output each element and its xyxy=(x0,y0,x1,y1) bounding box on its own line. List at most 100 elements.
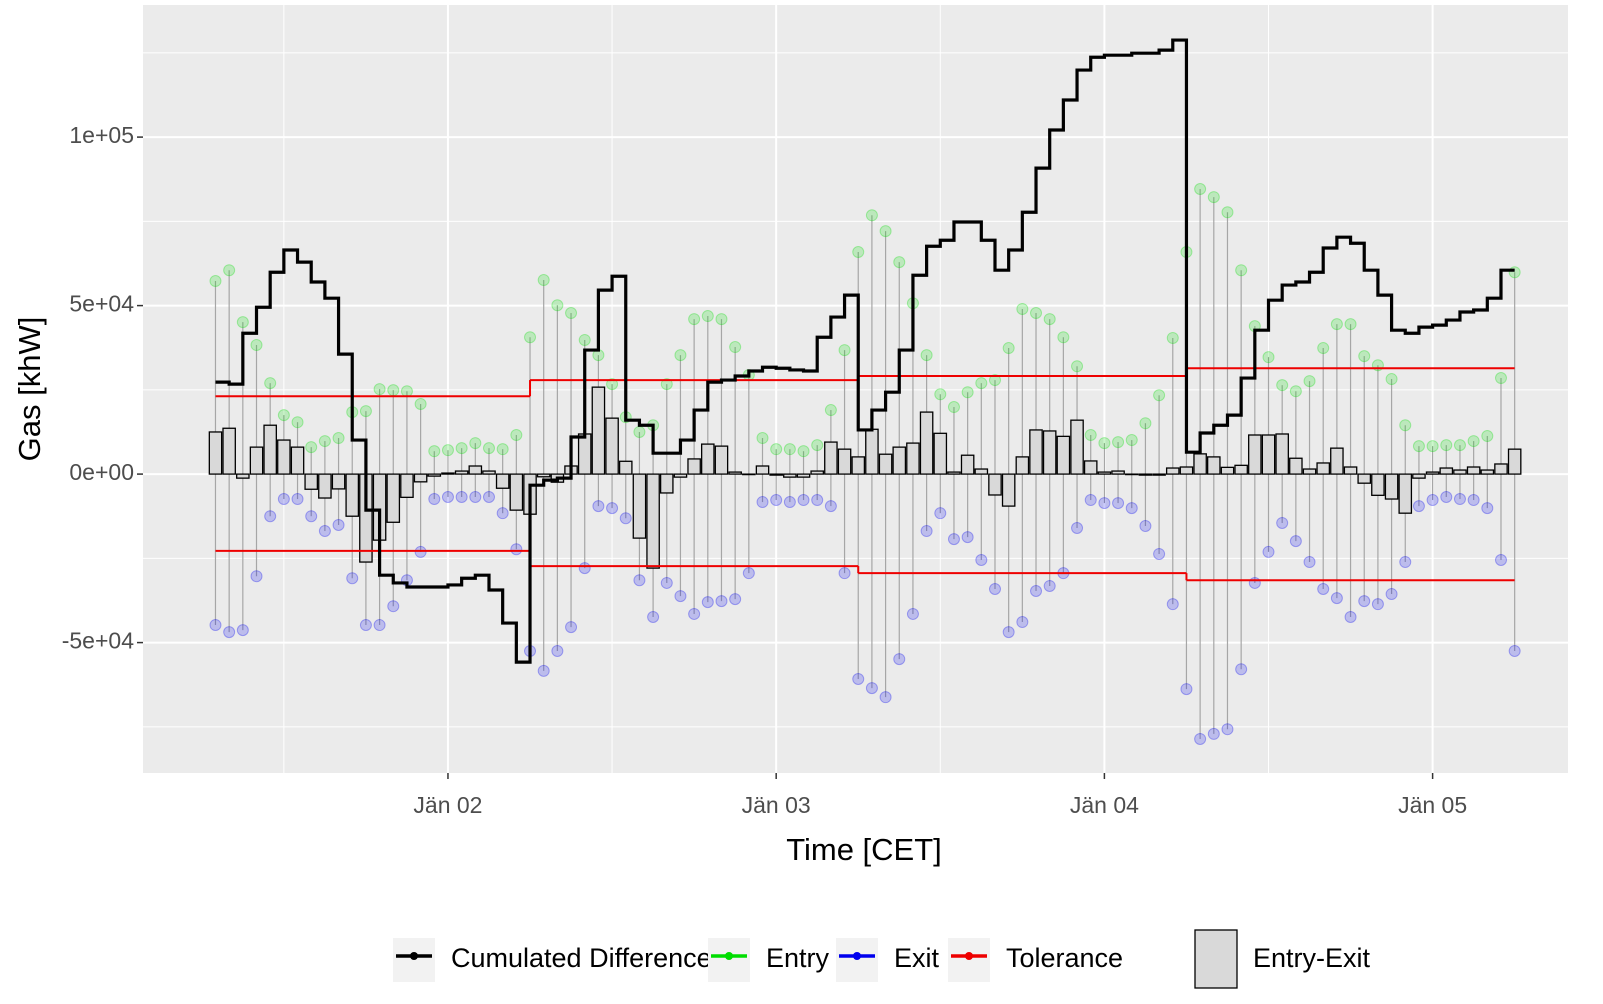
point xyxy=(619,512,632,525)
bar xyxy=(441,472,455,475)
point xyxy=(1412,440,1425,453)
legend-label: Entry xyxy=(766,943,830,973)
point xyxy=(1125,434,1138,447)
point xyxy=(1344,318,1357,331)
point xyxy=(756,496,769,509)
bar xyxy=(837,448,852,475)
point xyxy=(1016,616,1029,629)
point xyxy=(893,256,906,269)
point xyxy=(647,610,660,623)
point xyxy=(236,316,249,329)
point xyxy=(1084,428,1097,441)
y-tick-label: -5e+04 xyxy=(62,628,134,654)
point xyxy=(387,384,400,397)
point xyxy=(1057,331,1070,344)
point xyxy=(332,432,345,445)
point xyxy=(1030,307,1043,320)
point xyxy=(920,349,933,362)
bar xyxy=(290,446,305,475)
point xyxy=(1125,502,1138,515)
point xyxy=(633,574,646,587)
point xyxy=(1289,385,1302,398)
bar xyxy=(1001,473,1016,507)
bar xyxy=(783,473,797,478)
bar xyxy=(687,458,701,475)
point xyxy=(223,626,236,639)
point xyxy=(688,607,701,620)
x-tick-label: Jän 04 xyxy=(1070,792,1139,818)
bar xyxy=(1220,466,1235,475)
bar xyxy=(700,443,715,475)
point xyxy=(660,576,673,589)
legend-label: Cumulated Difference xyxy=(451,943,712,973)
point xyxy=(209,619,222,632)
bar xyxy=(1302,468,1317,475)
point xyxy=(934,388,947,401)
bar xyxy=(1234,464,1248,475)
bar xyxy=(318,473,332,499)
point xyxy=(592,500,605,513)
bar xyxy=(1152,473,1166,476)
bar xyxy=(1439,467,1454,475)
point xyxy=(1194,732,1207,745)
point xyxy=(1084,494,1097,507)
point xyxy=(1276,379,1289,392)
point xyxy=(250,339,263,352)
bar xyxy=(331,473,346,490)
x-tick-label: Jän 03 xyxy=(742,792,811,818)
bar xyxy=(728,471,742,475)
x-tick-label: Jän 02 xyxy=(413,792,482,818)
bar xyxy=(1398,473,1413,514)
point xyxy=(879,691,892,704)
point xyxy=(688,313,701,326)
point xyxy=(414,545,427,558)
point xyxy=(305,441,318,454)
point xyxy=(1139,519,1152,532)
bar xyxy=(824,441,838,475)
bar xyxy=(769,473,783,476)
bar xyxy=(1466,466,1481,475)
point xyxy=(1235,663,1248,676)
point xyxy=(537,273,550,286)
point xyxy=(1194,182,1207,195)
legend-label: Entry-Exit xyxy=(1253,943,1371,973)
bar xyxy=(1261,434,1276,475)
bar xyxy=(577,433,592,475)
bar xyxy=(878,453,893,475)
bar xyxy=(1480,469,1495,475)
bar xyxy=(413,473,428,483)
point xyxy=(1207,191,1220,204)
point xyxy=(455,442,468,455)
bar xyxy=(277,439,291,475)
point xyxy=(318,525,331,538)
bar xyxy=(1248,434,1262,475)
point xyxy=(674,349,687,362)
point xyxy=(893,653,906,666)
legend-key xyxy=(1194,929,1238,989)
point xyxy=(1371,598,1384,611)
point xyxy=(606,502,619,515)
x-axis-title: Time [CET] xyxy=(786,832,942,867)
point xyxy=(1153,547,1166,560)
bar xyxy=(1357,473,1372,484)
point xyxy=(455,491,468,504)
point xyxy=(811,439,824,452)
point xyxy=(1467,435,1480,448)
point xyxy=(1481,502,1494,515)
point xyxy=(1317,583,1330,596)
point xyxy=(1303,556,1316,569)
point xyxy=(1112,497,1125,510)
bar xyxy=(1070,419,1084,475)
point xyxy=(277,409,290,422)
point xyxy=(400,385,413,398)
point xyxy=(1071,522,1084,535)
point xyxy=(1453,493,1466,506)
point xyxy=(1262,545,1275,558)
bar xyxy=(755,465,770,475)
bar xyxy=(1029,429,1043,475)
bar xyxy=(974,468,989,475)
point xyxy=(496,443,509,456)
bar xyxy=(796,473,811,478)
point xyxy=(291,416,304,429)
bar xyxy=(454,470,469,475)
